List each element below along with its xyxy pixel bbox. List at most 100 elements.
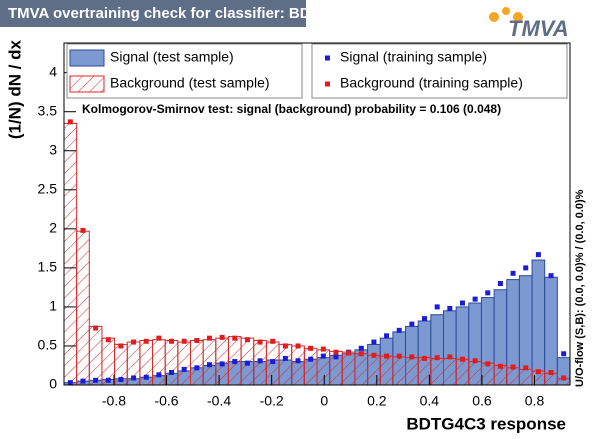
y-tick-label: 0 [49, 376, 57, 392]
data-point [282, 343, 288, 349]
x-tick-label: 0.2 [367, 393, 387, 409]
data-point [320, 346, 326, 352]
data-point [535, 252, 541, 258]
histogram-bar [506, 367, 520, 386]
side-note: U/O-flow (S,B): (0.0, 0.0)% / (0.0, 0.0)… [574, 189, 586, 387]
legend-label: Signal (training sample) [340, 49, 487, 65]
data-point [206, 335, 212, 341]
data-point [358, 345, 364, 351]
legend-marker [69, 49, 105, 67]
data-point [409, 321, 415, 327]
histogram-bar [354, 353, 369, 386]
data-point [206, 362, 212, 368]
data-point [434, 304, 440, 310]
data-point [409, 354, 415, 360]
data-point [105, 377, 111, 383]
histogram-bar [278, 343, 293, 386]
legend-marker [325, 81, 330, 87]
data-point [219, 361, 225, 367]
data-point [80, 378, 86, 384]
histogram-bar [177, 341, 192, 386]
data-point [561, 351, 567, 357]
y-tick-label: 3 [49, 141, 57, 157]
data-point [143, 374, 149, 380]
data-point [459, 300, 465, 306]
data-point [523, 365, 529, 371]
data-point [333, 349, 339, 355]
data-point [523, 265, 529, 271]
histogram-bar [392, 356, 407, 386]
data-point [459, 356, 465, 362]
data-point [194, 337, 200, 343]
logo-dot [513, 12, 523, 22]
histogram-bar [291, 345, 305, 386]
data-point [93, 377, 99, 383]
data-point [396, 327, 402, 333]
logo: TMVA [508, 16, 569, 41]
histogram-bar [455, 358, 470, 386]
data-point [497, 280, 503, 286]
data-point [447, 354, 453, 360]
data-point [156, 372, 162, 378]
data-point [67, 380, 73, 386]
data-point [244, 360, 250, 366]
histogram-bar [152, 339, 166, 386]
histogram-bar [531, 259, 546, 386]
annotation: Kolmogorov-Smirnov test: signal (backgro… [82, 102, 501, 116]
data-point [118, 377, 124, 383]
x-tick-label: -0.6 [154, 393, 178, 409]
histogram-bar [164, 339, 179, 386]
data-point [510, 270, 516, 276]
data-point [295, 343, 301, 349]
legend-box [66, 43, 303, 99]
data-point [510, 364, 516, 370]
data-point [434, 355, 440, 361]
x-tick-label: -0.8 [102, 393, 126, 409]
data-point [282, 355, 288, 361]
y-tick-label: 3.5 [38, 102, 58, 118]
data-point [384, 353, 390, 359]
data-point [80, 227, 86, 233]
data-point [143, 338, 149, 344]
data-point [384, 333, 390, 339]
histogram-bar [518, 368, 533, 386]
legend-label: Signal (test sample) [110, 49, 234, 65]
data-point [270, 359, 276, 365]
data-point [169, 370, 175, 376]
x-tick-label: 0.4 [420, 393, 440, 409]
y-tick-label: 4 [49, 63, 57, 79]
y-tick-label: 1.5 [38, 259, 58, 275]
x-axis-label: BDTG4C3 response [406, 414, 566, 433]
plot-frame [63, 42, 571, 386]
title-box [0, 0, 306, 27]
legend-marker [325, 55, 330, 61]
data-point [257, 358, 263, 364]
data-point [422, 355, 428, 361]
data-point [219, 334, 225, 340]
data-point [181, 366, 187, 372]
y-axis-label: (1/N) dN / dx [5, 39, 24, 139]
histogram-bar [303, 347, 318, 386]
histogram-bar [76, 230, 90, 386]
data-point [485, 361, 491, 367]
data-point [257, 339, 263, 345]
data-point [93, 325, 99, 331]
data-point [447, 305, 453, 311]
data-point [497, 363, 503, 369]
legend-label: Background (test sample) [110, 75, 270, 91]
data-point [396, 353, 402, 359]
x-tick-label: -0.4 [207, 393, 231, 409]
y-tick-label: 1 [49, 298, 57, 314]
data-point [131, 375, 137, 381]
data-point [422, 316, 428, 322]
legend-box [311, 43, 568, 99]
chart-title: TMVA overtraining check for classifier: … [8, 5, 359, 22]
data-point [131, 339, 137, 345]
data-point [346, 350, 352, 356]
data-point [118, 343, 124, 349]
histogram-bar [468, 361, 482, 386]
histogram-bar [367, 354, 381, 386]
y-tick-label: 2 [49, 220, 57, 236]
legend-marker [69, 75, 105, 93]
